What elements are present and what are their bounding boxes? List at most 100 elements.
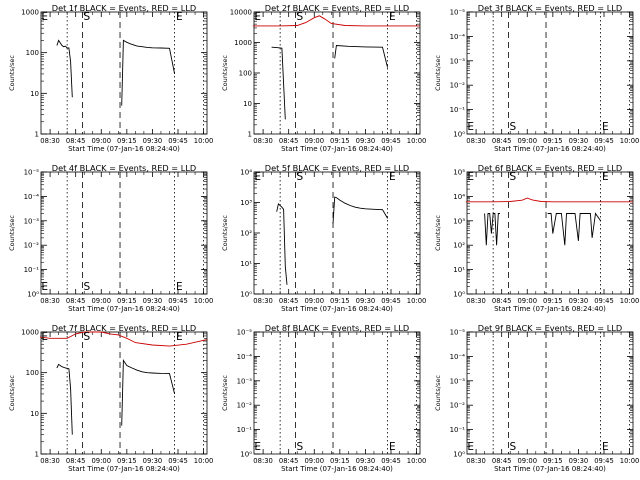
y-tick-label: 10⁻¹ — [24, 266, 40, 274]
x-tick-label: 09:15 — [543, 297, 563, 305]
events-series-line — [56, 363, 73, 435]
y-tick-label: 10⁰ — [453, 451, 465, 459]
events-series-line — [332, 196, 388, 224]
y-tick-label: 10⁻² — [450, 402, 466, 410]
events-series-line — [271, 46, 286, 120]
x-tick-label: 08:30 — [466, 137, 486, 145]
x-tick-label: 09:15 — [543, 457, 563, 465]
x-axis-label: Start Time (07-Jan-16 08:24:40) — [281, 305, 393, 313]
x-tick-label: 09:15 — [117, 297, 137, 305]
x-tick-label: 10:00 — [620, 457, 640, 465]
plot-frame — [253, 11, 421, 135]
x-tick-label: 09:00 — [304, 457, 324, 465]
detector-panel-3: Det 3f BLACK = Events, RED = LLD Counts/s… — [434, 3, 639, 153]
x-axis-label: Start Time (07-Jan-16 08:24:40) — [494, 145, 606, 153]
event-marker-s: S — [510, 441, 517, 453]
x-tick-label: 08:30 — [253, 297, 273, 305]
events-series-line — [56, 39, 73, 98]
x-tick-label: 09:30 — [356, 297, 376, 305]
x-tick-label: 08:30 — [466, 457, 486, 465]
x-tick-label: 09:45 — [594, 457, 614, 465]
x-axis-label: Start Time (07-Jan-16 08:24:40) — [281, 145, 393, 153]
events-series-line — [547, 212, 601, 246]
x-axis-label: Start Time (07-Jan-16 08:24:40) — [68, 465, 180, 473]
x-tick-label: 08:30 — [40, 457, 60, 465]
x-axis-label: Start Time (07-Jan-16 08:24:40) — [281, 465, 393, 473]
panel-title: Det 2f BLACK = Events, RED = LLD — [265, 3, 409, 13]
x-axis-label: Start Time (07-Jan-16 08:24:40) — [494, 305, 606, 313]
detector-panel-8: Det 8f BLACK = Events, RED = LLD Counts/s… — [221, 323, 426, 473]
event-marker-e: E — [41, 11, 48, 23]
y-axis-label: Counts/sec — [8, 215, 16, 251]
x-tick-label: 08:45 — [66, 457, 86, 465]
plot-frame — [466, 171, 634, 295]
events-series-line — [121, 39, 176, 106]
event-marker-s: S — [297, 171, 304, 183]
y-tick-label: 1000 — [21, 9, 39, 17]
event-marker-e: E — [602, 441, 609, 453]
x-tick-label: 09:45 — [594, 137, 614, 145]
y-tick-label: 10⁻⁵ — [24, 169, 40, 177]
x-tick-label: 08:30 — [40, 297, 60, 305]
event-marker-s: S — [84, 281, 91, 293]
x-tick-label: 09:30 — [143, 297, 163, 305]
y-tick-label: 10⁻² — [237, 402, 253, 410]
x-tick-label: 09:30 — [143, 137, 163, 145]
plot-frame — [466, 11, 634, 135]
x-tick-label: 10:00 — [620, 297, 640, 305]
x-tick-label: 09:45 — [381, 137, 401, 145]
x-tick-label: 10:00 — [194, 457, 214, 465]
x-tick-label: 08:45 — [492, 297, 512, 305]
x-tick-label: 10:00 — [407, 137, 427, 145]
y-tick-label: 10⁻³ — [450, 57, 466, 65]
event-marker-e: E — [389, 441, 396, 453]
event-marker-e: E — [41, 281, 48, 293]
y-tick-label: 10⁻⁴ — [450, 33, 466, 41]
event-marker-e: E — [254, 11, 261, 23]
y-axis-label: Counts/sec — [221, 55, 229, 91]
x-axis-label: Start Time (07-Jan-16 08:24:40) — [68, 305, 180, 313]
x-tick-label: 09:45 — [168, 297, 188, 305]
plot-frame — [466, 331, 634, 455]
y-tick-label: 10⁻³ — [237, 377, 253, 385]
x-tick-label: 09:45 — [381, 297, 401, 305]
plot-frame — [40, 331, 208, 455]
x-tick-label: 09:45 — [168, 137, 188, 145]
event-marker-e: E — [254, 171, 261, 183]
events-series-line — [334, 45, 389, 68]
event-marker-e: E — [254, 441, 261, 453]
panel-title: Det 9f BLACK = Events, RED = LLD — [478, 323, 622, 333]
event-marker-e: E — [176, 11, 183, 23]
y-tick-label: 10⁴ — [240, 169, 252, 177]
y-tick-label: 10⁻³ — [450, 377, 466, 385]
y-tick-label: 10⁻¹ — [450, 106, 466, 114]
y-tick-label: 10⁻⁴ — [24, 193, 40, 201]
x-tick-label: 09:30 — [569, 457, 589, 465]
x-tick-label: 09:30 — [356, 457, 376, 465]
y-tick-label: 10² — [240, 230, 252, 238]
y-axis-label: Counts/sec — [8, 375, 16, 411]
detector-panel-6: Det 6f BLACK = Events, RED = LLD Counts/s… — [434, 163, 639, 313]
y-tick-label: 1000 — [234, 39, 252, 47]
x-tick-label: 09:15 — [543, 137, 563, 145]
plot-frame — [253, 171, 421, 295]
y-tick-label: 10⁰ — [240, 291, 252, 299]
event-marker-e: E — [176, 281, 183, 293]
event-marker-e: E — [389, 11, 396, 23]
x-tick-label: 08:45 — [66, 297, 86, 305]
x-tick-label: 08:45 — [492, 137, 512, 145]
x-tick-label: 09:30 — [356, 137, 376, 145]
x-tick-label: 08:30 — [253, 137, 273, 145]
event-marker-e: E — [176, 331, 183, 343]
x-tick-label: 08:45 — [279, 137, 299, 145]
event-marker-s: S — [297, 11, 304, 23]
y-tick-label: 10² — [453, 242, 465, 250]
y-tick-label: 10¹ — [240, 260, 252, 268]
x-tick-label: 09:30 — [569, 137, 589, 145]
events-series-line — [121, 358, 176, 426]
y-axis-label: Counts/sec — [434, 375, 442, 411]
y-tick-label: 10⁻¹ — [450, 426, 466, 434]
detector-panel-2: Det 2f BLACK = Events, RED = LLD Counts/s… — [221, 3, 426, 153]
detector-panel-4: Det 4f BLACK = Events, RED = LLD Counts/s… — [8, 163, 213, 313]
